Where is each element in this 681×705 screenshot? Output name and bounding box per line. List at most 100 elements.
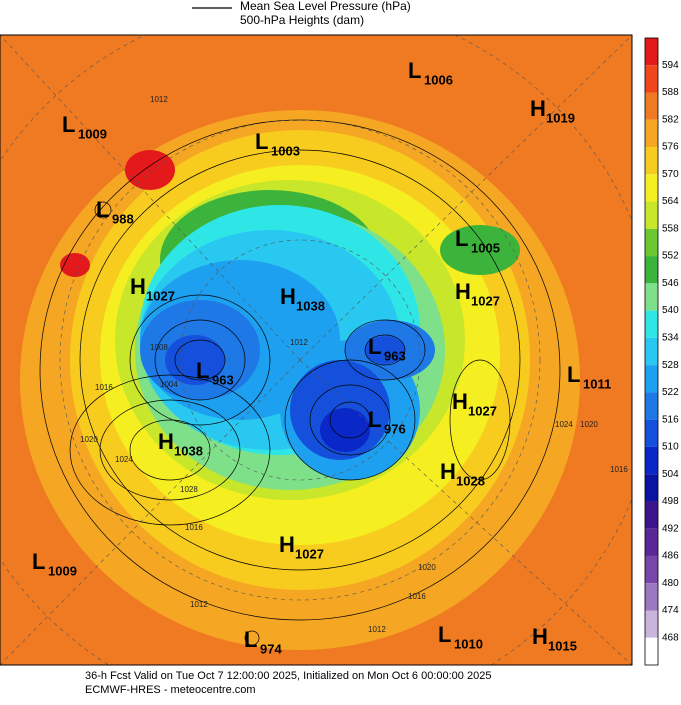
- center-pressure: 988: [112, 211, 134, 226]
- pressure-center: L 974: [244, 627, 282, 657]
- center-letter: L: [244, 627, 257, 652]
- contour-label: 1028: [180, 485, 198, 494]
- pressure-center: H 1027: [130, 274, 175, 304]
- center-letter: H: [279, 532, 295, 557]
- center-pressure: 1011: [583, 376, 611, 391]
- center-letter: L: [196, 358, 209, 383]
- pressure-center: L 1011: [567, 362, 611, 392]
- center-pressure: 1006: [424, 72, 453, 87]
- center-pressure: 1038: [296, 298, 325, 313]
- colorbar-frame: [644, 37, 659, 666]
- colorbar-band: [645, 528, 658, 556]
- pressure-center: L 963: [368, 334, 406, 364]
- pressure-center: L 1010: [438, 622, 483, 652]
- colorbar-label: 480: [662, 578, 679, 589]
- colorbar-band: [645, 583, 658, 611]
- center-letter: H: [280, 284, 296, 309]
- center-pressure: 1003: [271, 143, 300, 158]
- contour-label: 1004: [160, 380, 178, 389]
- colorbar-band: [645, 228, 658, 257]
- pressure-center: H 1019: [530, 96, 575, 126]
- colorbar-label: 558: [662, 223, 679, 234]
- contour-label: 1012: [190, 600, 208, 609]
- center-letter: L: [32, 549, 45, 574]
- colorbar-band: [645, 610, 658, 638]
- map: [0, 35, 632, 665]
- colorbar-label: 516: [662, 414, 679, 425]
- pressure-center: L 976: [368, 407, 406, 437]
- colorbar-band: [645, 92, 658, 120]
- colorbar-label: 588: [662, 87, 679, 98]
- colorbar-label: 510: [662, 442, 679, 453]
- pressure-center: L 1006: [408, 58, 453, 88]
- colorbar-band: [645, 65, 658, 93]
- center-pressure: 974: [260, 641, 282, 656]
- center-letter: L: [438, 622, 451, 647]
- pressure-center: L 1009: [62, 112, 107, 142]
- colorbar-label: 552: [662, 251, 679, 262]
- colorbar-label: 570: [662, 169, 679, 180]
- colorbar-band: [645, 337, 658, 366]
- contour-label: 1016: [408, 592, 426, 601]
- colorbar-band: [645, 38, 658, 66]
- center-pressure: 1027: [468, 403, 497, 418]
- colorbar-label: 576: [662, 142, 679, 153]
- center-pressure: 1009: [78, 126, 107, 141]
- pressure-center: H 1027: [455, 279, 500, 309]
- contour-label: 1020: [80, 435, 98, 444]
- center-pressure: 1027: [471, 293, 500, 308]
- center-letter: H: [130, 274, 146, 299]
- colorbar-band: [645, 174, 658, 202]
- center-pressure: 1005: [471, 240, 500, 255]
- colorbar-band: [645, 446, 658, 475]
- colorbar-band: [645, 256, 658, 284]
- colorbar-band: [645, 474, 658, 502]
- colorbar-label: 528: [662, 360, 679, 371]
- center-letter: L: [368, 334, 381, 359]
- contour-label: 1016: [185, 523, 203, 532]
- center-letter: L: [368, 407, 381, 432]
- contour-label: 1016: [95, 383, 113, 392]
- center-letter: L: [455, 226, 468, 251]
- colorbar-band: [645, 310, 658, 338]
- colorbar-band: [645, 501, 658, 529]
- center-pressure: 1038: [174, 443, 203, 458]
- center-pressure: 1027: [146, 288, 175, 303]
- colorbar-label: 504: [662, 469, 679, 480]
- colorbar-band: [645, 637, 658, 665]
- colorbar-label: 594: [662, 60, 679, 71]
- colorbar-label: 522: [662, 387, 679, 398]
- center-letter: L: [96, 197, 109, 222]
- colorbar-band: [645, 555, 658, 584]
- pressure-center: H 1038: [280, 284, 325, 314]
- colorbar-band: [645, 392, 658, 420]
- center-pressure: 1028: [456, 473, 485, 488]
- colorbar-band: [645, 119, 658, 148]
- legend-text: 500-hPa Heights (dam): [240, 13, 364, 27]
- center-letter: H: [452, 389, 468, 414]
- colorbar-label: 486: [662, 551, 679, 562]
- colorbar-label: 534: [662, 333, 679, 344]
- center-letter: L: [62, 112, 75, 137]
- colorbar-label: 546: [662, 278, 679, 289]
- contour-label: 1016: [610, 465, 628, 474]
- colorbar-label: 498: [662, 496, 679, 507]
- center-pressure: 963: [384, 348, 406, 363]
- contour-label: 1020: [580, 420, 598, 429]
- pressure-center: L 988: [96, 197, 134, 227]
- pressure-center: L 963: [196, 358, 234, 388]
- pressure-center: H 1015: [532, 624, 577, 654]
- center-pressure: 1010: [454, 636, 483, 651]
- footer-text: ECMWF-HRES - meteocentre.com: [85, 684, 256, 696]
- colorbar-label: 582: [662, 114, 679, 125]
- colorbar-label: 474: [662, 605, 679, 616]
- footer-text: 36-h Fcst Valid on Tue Oct 7 12:00:00 20…: [85, 670, 491, 682]
- map-frame: [0, 34, 633, 666]
- center-pressure: 963: [212, 372, 234, 387]
- pressure-center: H 1027: [279, 532, 324, 562]
- center-letter: H: [532, 624, 548, 649]
- colorbar-label: 540: [662, 305, 679, 316]
- center-letter: H: [158, 429, 174, 454]
- colorbar-band: [645, 419, 658, 447]
